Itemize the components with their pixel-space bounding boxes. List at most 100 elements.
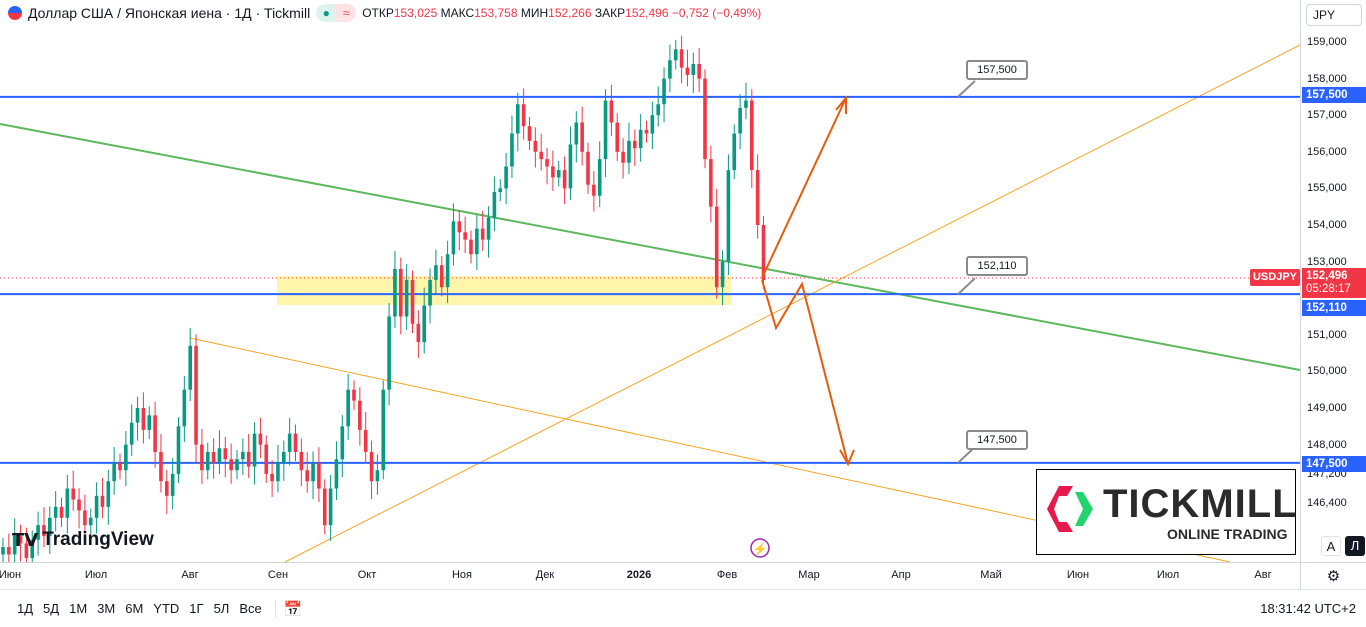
time-axis[interactable]: Июн Июл Авг Сен Окт Ноя Дек 2026 Фев Мар Апр Май Июн… [0, 562, 1300, 589]
candle[interactable] [53, 491, 58, 532]
candle[interactable] [83, 494, 87, 539]
candle[interactable] [305, 452, 309, 493]
calendar-goto-icon[interactable]: 📅 [283, 600, 303, 618]
candle[interactable] [328, 474, 333, 541]
candle[interactable] [521, 88, 526, 140]
candle[interactable] [434, 249, 438, 294]
candle[interactable] [592, 171, 596, 212]
candle[interactable] [147, 406, 152, 440]
range-button-7[interactable]: 5Л [213, 601, 230, 616]
candle[interactable] [627, 122, 631, 175]
range-button-5[interactable]: YTD [153, 601, 180, 616]
candle[interactable] [457, 209, 462, 251]
candle[interactable] [293, 424, 298, 462]
candle[interactable] [358, 387, 362, 446]
candle[interactable] [673, 40, 678, 70]
candle[interactable] [7, 533, 11, 562]
candle[interactable] [311, 451, 315, 500]
candle[interactable] [609, 84, 614, 137]
candle[interactable] [597, 141, 602, 208]
lightning-icon[interactable] [750, 538, 770, 558]
tradingview-logo[interactable]: 𝗧𝗩 TradingView [12, 529, 154, 550]
candle[interactable] [580, 106, 584, 166]
candle[interactable] [205, 442, 210, 480]
candle[interactable] [638, 114, 643, 162]
range-button-8[interactable]: Все [239, 601, 262, 616]
candle[interactable] [346, 373, 350, 440]
candle[interactable] [217, 430, 222, 475]
candle[interactable] [223, 436, 228, 478]
candle[interactable] [317, 447, 321, 503]
range-button-0[interactable]: 1Д [17, 601, 34, 616]
symbol-title[interactable]: Доллар США / Японская иена · 1Д · Tickmi… [28, 5, 311, 21]
candle[interactable] [679, 35, 684, 84]
candle[interactable] [176, 417, 181, 484]
candle[interactable] [211, 438, 216, 479]
candle[interactable] [662, 67, 666, 123]
candle[interactable] [504, 152, 508, 205]
candle[interactable] [165, 469, 169, 514]
candle[interactable] [100, 477, 105, 519]
level-callout-157500[interactable]: 157,500 [966, 60, 1028, 80]
candle[interactable] [340, 414, 345, 478]
candle[interactable] [656, 86, 660, 127]
candle[interactable] [393, 250, 397, 328]
candle[interactable] [30, 530, 35, 562]
candle[interactable] [451, 203, 456, 266]
candle[interactable] [551, 150, 555, 191]
level-callout-147500[interactable]: 147,500 [966, 430, 1028, 450]
candle[interactable] [48, 506, 52, 555]
support-zone[interactable] [277, 276, 731, 305]
candle[interactable] [135, 396, 140, 441]
candle[interactable] [703, 69, 707, 169]
candle[interactable] [615, 113, 620, 161]
candle[interactable] [200, 428, 204, 484]
candle[interactable] [574, 111, 579, 163]
candle[interactable] [568, 126, 573, 200]
candle[interactable] [252, 422, 257, 485]
currency-button[interactable]: JPY [1306, 4, 1362, 26]
candle[interactable] [352, 380, 356, 410]
candle[interactable] [463, 216, 467, 254]
candle[interactable] [270, 460, 274, 497]
candle[interactable] [129, 404, 134, 456]
candle[interactable] [404, 264, 409, 331]
candle[interactable] [159, 433, 163, 493]
candle[interactable] [112, 447, 116, 495]
chart-pane[interactable]: ⚡ Доллар США / Японская иена · 1Д · Tick… [0, 0, 1300, 562]
candle[interactable] [750, 89, 754, 189]
candle[interactable] [475, 215, 479, 271]
candle[interactable] [18, 524, 23, 562]
candle[interactable] [644, 120, 649, 143]
candle[interactable] [182, 376, 187, 443]
candle[interactable] [633, 129, 637, 167]
trendline-green[interactable] [0, 123, 1300, 371]
candle[interactable] [556, 160, 561, 187]
candle[interactable] [264, 435, 269, 484]
candle[interactable] [229, 443, 233, 484]
range-button-3[interactable]: 3М [97, 601, 116, 616]
candle[interactable] [334, 441, 339, 500]
candle[interactable] [428, 268, 432, 324]
candle[interactable] [445, 240, 450, 303]
candle[interactable] [106, 469, 111, 525]
candle[interactable] [141, 392, 146, 444]
candle[interactable] [480, 210, 485, 251]
candle[interactable] [709, 145, 713, 223]
candle[interactable] [42, 507, 46, 548]
candle[interactable] [761, 215, 766, 290]
candle[interactable] [539, 133, 543, 171]
candle[interactable] [94, 482, 99, 534]
forecast-arrows[interactable] [761, 95, 855, 467]
candle[interactable] [153, 401, 157, 468]
range-button-1[interactable]: 5Д [43, 601, 60, 616]
chart-settings-icon[interactable]: ⚙ [1300, 562, 1366, 589]
candle[interactable] [363, 412, 368, 464]
candle[interactable] [603, 89, 608, 178]
candle[interactable] [241, 438, 245, 475]
candle[interactable] [586, 142, 590, 194]
chart-canvas[interactable]: ⚡ [0, 0, 1300, 562]
candle[interactable] [545, 147, 549, 185]
candle[interactable] [621, 138, 625, 179]
candle[interactable] [188, 327, 192, 402]
